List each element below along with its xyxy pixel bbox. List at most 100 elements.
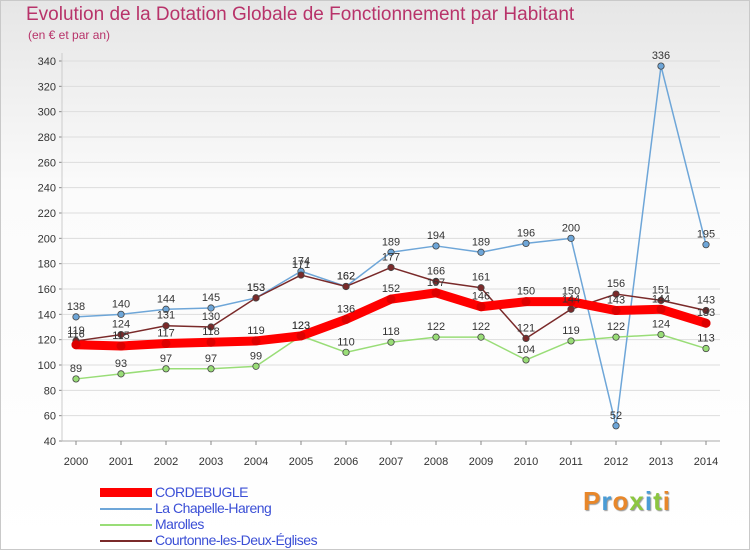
data-label: 118 xyxy=(382,326,400,338)
data-label: 89 xyxy=(70,363,82,375)
data-label: 150 xyxy=(517,286,535,298)
data-label: 156 xyxy=(607,278,625,290)
data-label: 140 xyxy=(112,298,130,310)
legend-swatch xyxy=(100,524,152,526)
data-label: 133 xyxy=(697,307,715,319)
data-label: 118 xyxy=(202,326,220,338)
y-tick-label: 60 xyxy=(44,411,56,423)
logo-letter: i xyxy=(662,486,671,516)
data-point xyxy=(252,362,260,370)
data-label: 194 xyxy=(427,230,445,242)
y-tick-label: 120 xyxy=(38,335,56,347)
data-label: 136 xyxy=(337,303,355,315)
data-point xyxy=(611,306,621,316)
data-point xyxy=(207,304,215,312)
x-tick-label: 2000 xyxy=(64,456,88,468)
data-point xyxy=(251,336,261,346)
y-tick-label: 280 xyxy=(38,132,56,144)
data-label: 146 xyxy=(472,291,490,303)
data-label: 113 xyxy=(697,333,715,345)
legend-label: CORDEBUGLE xyxy=(155,484,249,500)
chart-title: Evolution de la Dotation Globale de Fonc… xyxy=(26,4,575,25)
data-label: 123 xyxy=(292,320,310,332)
data-point xyxy=(701,318,711,328)
data-point xyxy=(342,282,350,291)
data-point xyxy=(117,330,125,339)
data-point xyxy=(432,333,440,341)
data-point xyxy=(117,370,125,378)
legend-swatch xyxy=(100,508,152,510)
data-label: 336 xyxy=(652,50,670,62)
data-point xyxy=(522,239,530,247)
data-label: 122 xyxy=(472,321,490,333)
data-point xyxy=(567,305,575,313)
data-label: 189 xyxy=(382,236,400,248)
data-point xyxy=(386,294,396,304)
y-tick-label: 320 xyxy=(38,81,56,93)
grid-lines xyxy=(62,60,720,442)
data-point xyxy=(162,305,170,313)
data-point xyxy=(657,62,665,70)
data-label: 122 xyxy=(427,321,445,333)
data-point xyxy=(431,288,441,298)
data-point xyxy=(117,310,125,318)
x-tick-label: 2012 xyxy=(604,456,628,468)
x-tick-label: 2001 xyxy=(109,456,133,468)
data-point xyxy=(477,333,485,341)
x-tick-label: 2013 xyxy=(649,456,673,468)
data-point xyxy=(702,241,710,249)
data-label: 119 xyxy=(247,325,265,337)
data-label: 143 xyxy=(607,295,625,307)
x-tick-label: 2009 xyxy=(469,456,493,468)
data-label: 157 xyxy=(427,277,445,289)
x-tick-label: 2008 xyxy=(424,456,448,468)
y-tick-label: 80 xyxy=(44,385,56,397)
x-tick-label: 2005 xyxy=(289,456,313,468)
data-point xyxy=(566,297,576,307)
data-label: 162 xyxy=(337,270,355,282)
data-label: 115 xyxy=(112,330,130,342)
y-tick-label: 140 xyxy=(38,309,56,321)
data-label: 130 xyxy=(202,311,220,323)
data-point xyxy=(567,337,575,345)
y-tick-label: 100 xyxy=(38,360,56,372)
data-point xyxy=(342,348,350,356)
data-label: 110 xyxy=(337,336,355,348)
data-label: 189 xyxy=(472,236,490,248)
data-label: 153 xyxy=(247,282,265,294)
data-point xyxy=(612,333,620,341)
data-label: 145 xyxy=(202,292,220,304)
data-label: 97 xyxy=(205,353,217,365)
data-point xyxy=(296,331,306,341)
data-label: 124 xyxy=(652,319,670,331)
data-point xyxy=(72,375,80,383)
data-point xyxy=(432,242,440,250)
data-label: 119 xyxy=(67,325,85,337)
x-tick-label: 2002 xyxy=(154,456,178,468)
y-tick-label: 200 xyxy=(38,233,56,245)
data-label: 119 xyxy=(562,325,580,337)
data-point xyxy=(252,294,260,302)
data-point xyxy=(656,304,666,314)
data-label: 52 xyxy=(610,410,622,422)
data-label: 196 xyxy=(517,227,535,239)
data-point xyxy=(387,263,395,272)
data-label: 162 xyxy=(337,270,355,282)
legend-swatch xyxy=(100,488,152,497)
x-tick-label: 2006 xyxy=(334,456,358,468)
data-label: 151 xyxy=(652,284,670,296)
data-point xyxy=(521,297,531,307)
legend-label: Marolles xyxy=(155,516,204,532)
proxiti-logo: Proxiti xyxy=(583,486,671,517)
y-tick-label: 180 xyxy=(38,259,56,271)
y-tick-label: 220 xyxy=(38,208,56,220)
legend-label: La Chapelle-Hareng xyxy=(155,500,272,516)
data-label: 124 xyxy=(112,319,130,331)
data-point xyxy=(522,356,530,364)
data-point xyxy=(612,422,620,430)
data-point xyxy=(477,248,485,256)
legend-label: Courtonne-les-Deux-Églises xyxy=(155,532,318,548)
logo-letter: t xyxy=(653,486,663,516)
y-tick-label: 300 xyxy=(38,107,56,119)
